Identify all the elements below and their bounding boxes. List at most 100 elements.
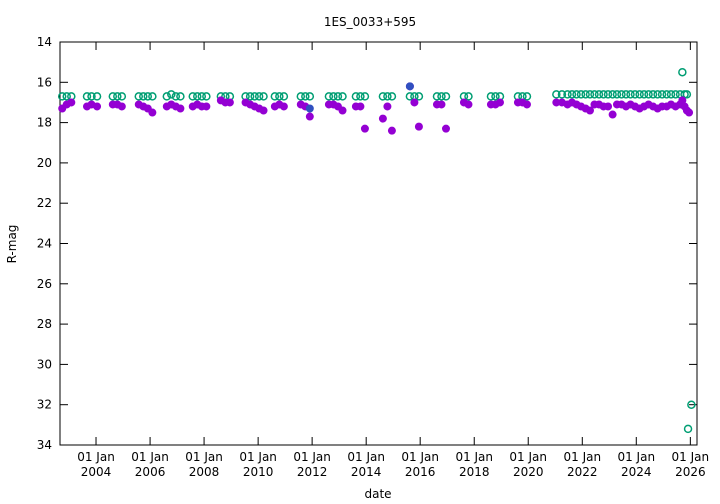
data-point-open (378, 92, 388, 101)
y-tick-label: 20 (37, 156, 52, 170)
y-tick-label: 24 (37, 237, 52, 251)
x-tick-label-year: 2018 (459, 465, 490, 479)
data-point-filled (405, 82, 414, 91)
data-point-open (117, 92, 127, 101)
x-tick-label-day: 01 Jan (347, 450, 385, 464)
data-point-open (648, 90, 658, 99)
data-point-open (563, 90, 572, 99)
data-point-filled (608, 110, 617, 119)
data-point-open (683, 424, 693, 434)
series-1 (58, 82, 694, 135)
data-point-open (678, 67, 687, 77)
data-point-filled (279, 102, 288, 111)
data-point-filled (176, 104, 185, 113)
data-point-filled (67, 98, 76, 107)
data-point-open (432, 92, 442, 101)
data-point-open (603, 90, 613, 99)
data-point-open (639, 90, 649, 99)
data-point-open (82, 92, 92, 101)
data-point-open (682, 90, 692, 99)
y-tick-label: 34 (37, 438, 52, 452)
data-point-open (491, 92, 500, 101)
x-tick-label-day: 01 Jan (672, 450, 710, 464)
data-point-open (254, 92, 264, 101)
x-tick-label-day: 01 Jan (401, 450, 439, 464)
data-point-open (666, 90, 676, 99)
y-tick-label: 16 (37, 75, 52, 89)
data-point-open (351, 92, 361, 101)
data-point-filled (464, 100, 473, 109)
data-point-open (567, 90, 577, 99)
data-point-filled (259, 106, 268, 115)
data-point-open (383, 92, 392, 101)
data-point-open (441, 92, 451, 101)
data-point-open (612, 90, 622, 99)
data-point-open (437, 92, 446, 101)
data-point-open (414, 92, 424, 101)
data-point-open (608, 90, 617, 99)
x-tick-label-day: 01 Jan (563, 450, 601, 464)
data-point-filled (305, 112, 314, 121)
x-tick-label-day: 01 Jan (131, 450, 169, 464)
data-point-open (301, 92, 310, 101)
data-point-open (585, 90, 595, 99)
data-point-open (270, 92, 280, 101)
y-tick-label: 30 (37, 357, 52, 371)
y-tick-label: 28 (37, 317, 52, 331)
data-point-open (630, 90, 640, 99)
x-tick-label-day: 01 Jan (77, 450, 115, 464)
y-tick-label: 32 (37, 398, 52, 412)
x-tick-label-year: 2026 (675, 465, 706, 479)
data-point-open (92, 92, 102, 101)
x-tick-label-year: 2024 (621, 465, 652, 479)
data-point-open (662, 90, 671, 99)
data-point-open (557, 90, 567, 99)
data-point-open (657, 90, 667, 99)
data-point-open (113, 92, 122, 101)
data-point-open (590, 90, 599, 99)
data-point-filled (604, 102, 613, 111)
data-point-filled (378, 114, 387, 123)
data-point-filled (441, 124, 450, 133)
data-point-filled (360, 124, 369, 133)
data-point-open (653, 90, 662, 99)
data-point-open (338, 92, 347, 101)
data-point-open (162, 92, 172, 101)
data-point-open (626, 90, 635, 99)
y-axis-title: R-mag (5, 225, 19, 264)
x-tick-label-day: 01 Jan (455, 450, 493, 464)
x-tick-label-day: 01 Jan (617, 450, 655, 464)
series-0 (57, 67, 696, 434)
data-point-filled (585, 106, 594, 115)
x-tick-label-year: 2012 (297, 465, 328, 479)
x-tick-label-day: 01 Jan (239, 450, 277, 464)
data-point-open (305, 92, 315, 101)
data-point-open (356, 92, 365, 101)
data-point-open (617, 90, 626, 99)
data-point-filled (495, 98, 504, 107)
data-point-open (572, 90, 581, 99)
y-tick-label: 22 (37, 196, 52, 210)
series-2 (305, 82, 414, 113)
y-tick-label: 14 (37, 35, 52, 49)
data-point-filled (356, 102, 365, 111)
x-tick-label-year: 2010 (243, 465, 274, 479)
data-point-open (143, 92, 153, 101)
data-point-open (687, 400, 696, 409)
data-point-filled (522, 100, 531, 109)
y-tick-label: 18 (37, 116, 52, 130)
data-point-open (552, 90, 561, 99)
data-point-open (594, 90, 604, 99)
data-point-open (279, 92, 289, 101)
data-point-open (387, 92, 397, 101)
data-point-open (259, 92, 268, 101)
data-point-filled (117, 102, 126, 111)
data-point-open (176, 92, 185, 101)
data-point-filled (93, 102, 102, 111)
data-point-open (464, 92, 473, 101)
data-point-open (167, 90, 176, 99)
data-point-filled (387, 126, 396, 135)
data-point-open (621, 90, 631, 99)
data-marks (57, 67, 696, 434)
